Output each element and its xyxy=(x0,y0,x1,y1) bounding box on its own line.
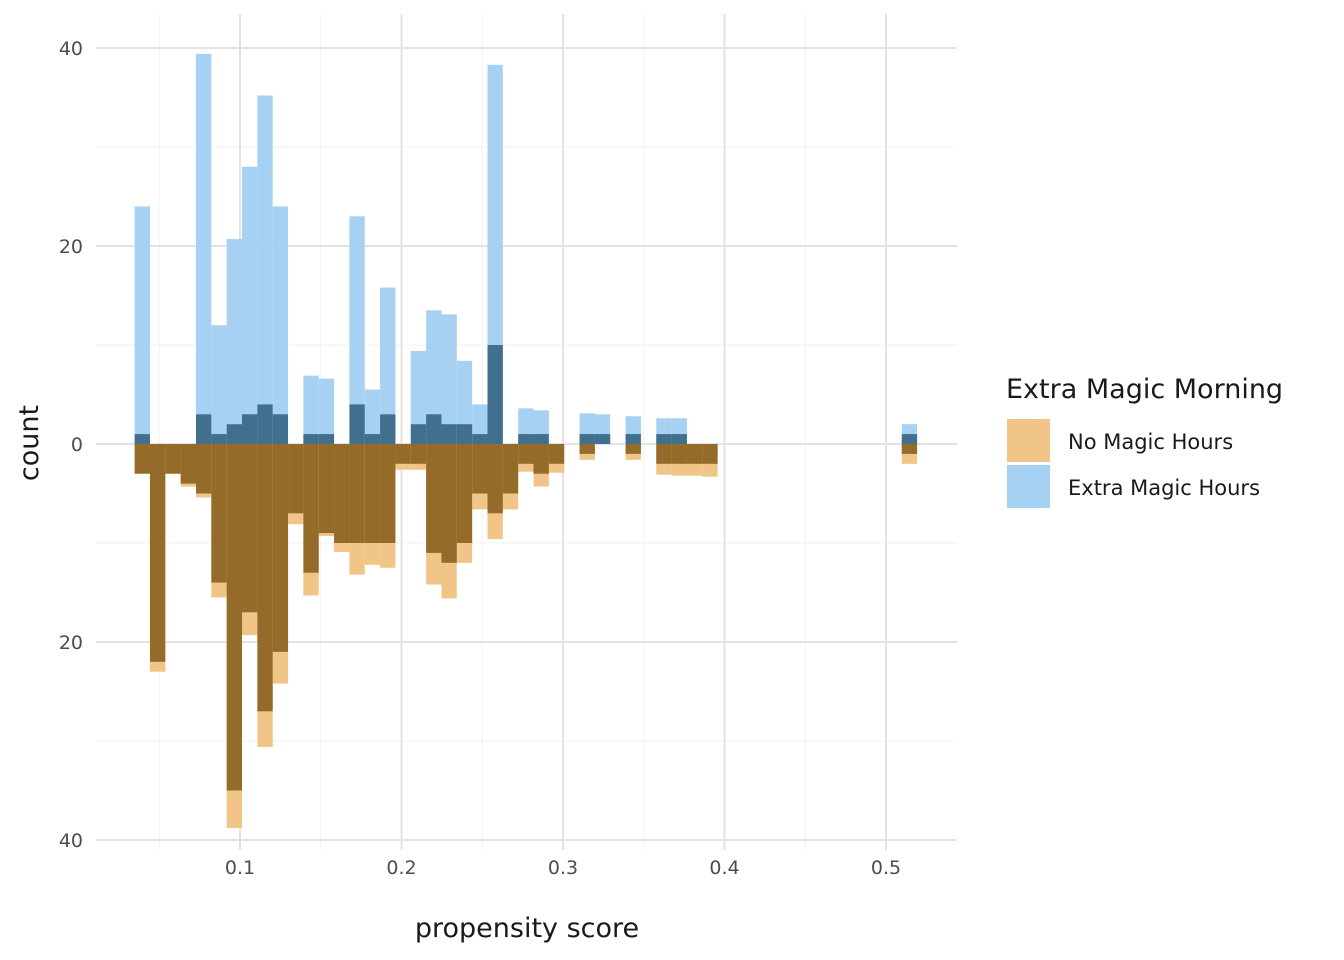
bar-extra-magic-hours-weighted xyxy=(410,424,427,444)
bar-extra-magic-hours-weighted xyxy=(364,434,381,444)
bar-no-magic-hours-weighted xyxy=(334,444,350,543)
bar-no-magic-hours-weighted xyxy=(426,444,442,553)
bar-no-magic-hours-weighted xyxy=(257,444,273,712)
bar-extra-magic-hours-weighted xyxy=(472,434,488,444)
x-tick-label: 0.3 xyxy=(548,857,578,879)
bar-extra-magic-hours xyxy=(303,375,319,444)
bar-no-magic-hours-weighted xyxy=(702,444,718,464)
bar-extra-magic-hours-weighted xyxy=(380,414,396,444)
bar-no-magic-hours-weighted xyxy=(226,444,243,791)
bar-no-magic-hours-weighted xyxy=(303,444,319,573)
bar-no-magic-hours-weighted xyxy=(518,444,534,464)
bar-extra-magic-hours-weighted xyxy=(318,434,335,444)
bar-extra-magic-hours xyxy=(272,206,289,444)
legend-title: Extra Magic Morning xyxy=(1006,374,1283,405)
bar-no-magic-hours-weighted xyxy=(487,444,503,514)
bar-no-magic-hours-weighted xyxy=(456,444,473,543)
y-tick-label: 40 xyxy=(59,38,83,60)
bar-extra-magic-hours-weighted xyxy=(226,424,243,444)
y-tick-label: 40 xyxy=(59,830,83,852)
bar-extra-magic-hours xyxy=(441,314,457,444)
bar-no-magic-hours-weighted xyxy=(395,444,411,464)
bar-extra-magic-hours xyxy=(242,166,258,445)
bar-extra-magic-hours xyxy=(211,325,227,444)
bar-no-magic-hours-weighted xyxy=(288,444,304,514)
x-axis-ticks: 0.1 0.2 0.3 0.4 0.5 xyxy=(225,857,901,879)
legend-swatch-no-magic-hours xyxy=(1007,419,1050,462)
bar-no-magic-hours-weighted xyxy=(364,444,381,543)
bar-no-magic-hours-weighted xyxy=(349,444,365,543)
bar-no-magic-hours-weighted xyxy=(671,444,687,464)
bar-extra-magic-hours-weighted xyxy=(441,424,457,444)
bar-extra-magic-hours xyxy=(226,239,243,444)
bar-extra-magic-hours-weighted xyxy=(195,414,212,444)
x-tick-label: 0.4 xyxy=(709,857,739,879)
bar-extra-magic-hours-weighted xyxy=(901,434,918,444)
y-tick-label: 0 xyxy=(71,434,83,456)
bar-extra-magic-hours-weighted xyxy=(533,434,549,444)
x-tick-label: 0.1 xyxy=(225,857,255,879)
bar-extra-magic-hours-weighted xyxy=(518,434,534,444)
bar-extra-magic-hours-weighted xyxy=(456,424,473,444)
bar-no-magic-hours-weighted xyxy=(901,444,918,454)
bar-no-magic-hours-weighted xyxy=(548,444,565,464)
bar-no-magic-hours-weighted xyxy=(195,444,212,494)
bar-no-magic-hours-weighted xyxy=(272,444,289,652)
bar-extra-magic-hours-weighted xyxy=(134,434,150,444)
bar-extra-magic-hours-weighted xyxy=(625,434,641,444)
bar-no-magic-hours-weighted xyxy=(165,444,181,474)
bar-no-magic-hours-weighted xyxy=(656,444,672,464)
x-tick-label: 0.5 xyxy=(871,857,901,879)
bar-no-magic-hours-weighted xyxy=(149,444,166,662)
bar-no-magic-hours-weighted xyxy=(211,444,227,583)
bar-extra-magic-hours xyxy=(134,206,150,444)
bar-extra-magic-hours-weighted xyxy=(487,345,503,444)
bar-no-magic-hours-weighted xyxy=(502,444,519,494)
bar-extra-magic-hours-weighted xyxy=(426,414,442,444)
y-axis-title: count xyxy=(14,405,45,481)
bar-extra-magic-hours xyxy=(456,360,473,444)
bar-extra-magic-hours-weighted xyxy=(257,404,273,444)
bar-no-magic-hours-weighted xyxy=(441,444,457,563)
bar-extra-magic-hours xyxy=(195,53,212,444)
bar-no-magic-hours-weighted xyxy=(134,444,150,474)
x-tick-label: 0.2 xyxy=(386,857,416,879)
bar-extra-magic-hours xyxy=(318,378,335,444)
y-axis-ticks: 40 20 0 20 40 xyxy=(59,38,83,852)
histogram-bars xyxy=(134,53,918,829)
bar-extra-magic-hours-weighted xyxy=(656,434,672,444)
bar-no-magic-hours-weighted xyxy=(380,444,396,543)
bar-extra-magic-hours-weighted xyxy=(349,404,365,444)
bar-no-magic-hours-weighted xyxy=(579,444,595,454)
y-tick-label: 20 xyxy=(59,236,83,258)
legend-label-no-magic-hours: No Magic Hours xyxy=(1068,430,1233,454)
bar-extra-magic-hours xyxy=(364,389,381,444)
y-tick-label: 20 xyxy=(59,632,83,654)
bar-extra-magic-hours xyxy=(349,216,365,444)
bar-extra-magic-hours xyxy=(410,350,427,444)
bar-no-magic-hours-weighted xyxy=(410,444,427,464)
bar-extra-magic-hours xyxy=(426,310,442,444)
bar-no-magic-hours-weighted xyxy=(625,444,641,454)
bar-no-magic-hours-weighted xyxy=(686,444,703,464)
bar-no-magic-hours-weighted xyxy=(318,444,335,534)
bar-extra-magic-hours-weighted xyxy=(671,434,687,444)
legend-swatch-extra-magic-hours xyxy=(1007,465,1050,508)
bar-extra-magic-hours-weighted xyxy=(211,434,227,444)
bar-no-magic-hours-weighted xyxy=(180,444,196,484)
bar-extra-magic-hours xyxy=(380,287,396,444)
bar-extra-magic-hours-weighted xyxy=(594,434,611,444)
bar-no-magic-hours-weighted xyxy=(242,444,258,613)
bar-extra-magic-hours-weighted xyxy=(579,434,595,444)
legend: Extra Magic Morning No Magic Hours Extra… xyxy=(1006,374,1283,508)
x-axis-title: propensity score xyxy=(415,913,639,944)
legend-label-extra-magic-hours: Extra Magic Hours xyxy=(1068,476,1260,500)
bar-extra-magic-hours xyxy=(257,95,273,445)
bar-extra-magic-hours-weighted xyxy=(303,434,319,444)
bar-extra-magic-hours-weighted xyxy=(242,414,258,444)
bar-no-magic-hours-weighted xyxy=(533,444,549,474)
bar-extra-magic-hours-weighted xyxy=(272,414,289,444)
bar-no-magic-hours-weighted xyxy=(472,444,488,494)
